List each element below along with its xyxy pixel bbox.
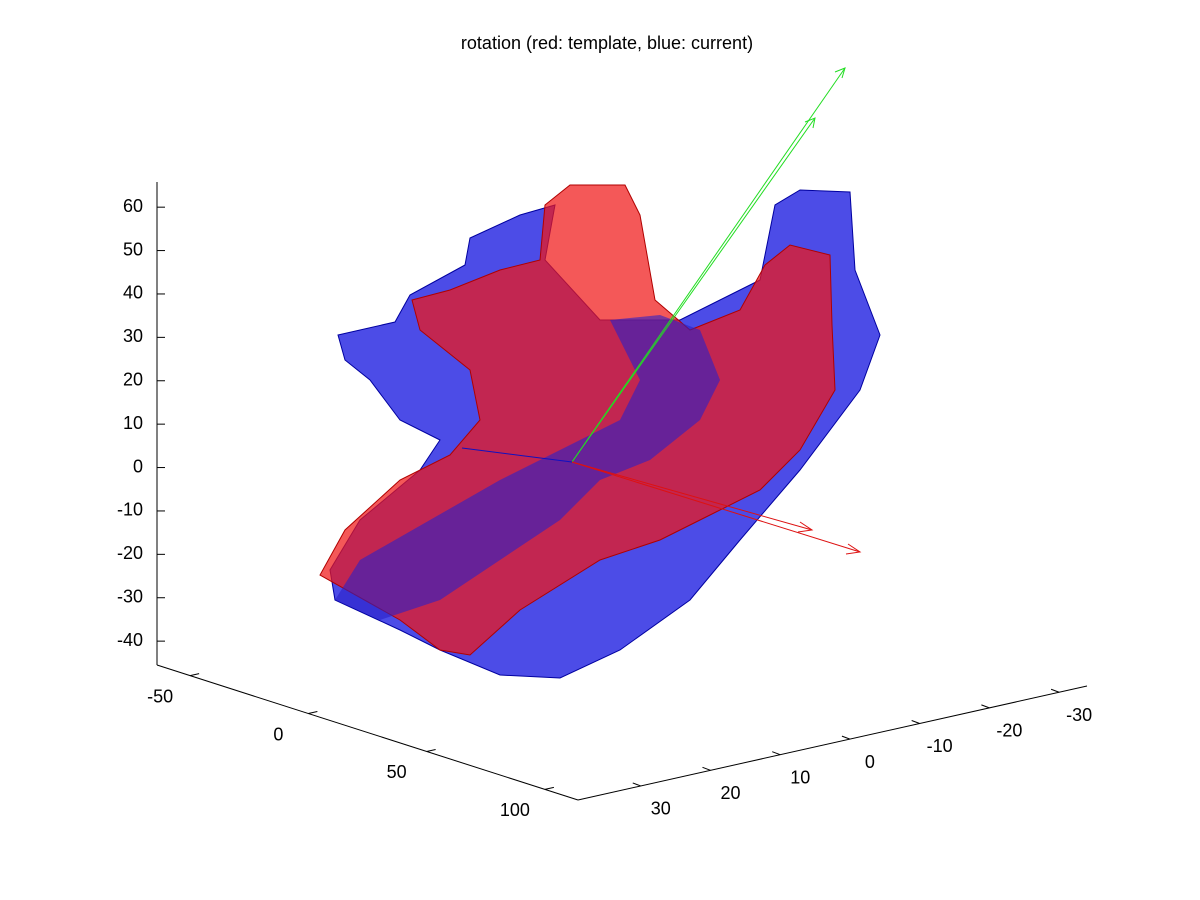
- z-tick-label: -40: [117, 630, 143, 650]
- x-tick: [190, 673, 200, 677]
- x-tick: [544, 786, 554, 790]
- x-tick-label: 50: [387, 762, 407, 782]
- y-tick-label: 20: [720, 783, 740, 803]
- y-tick-label: 10: [790, 767, 810, 787]
- current-overlay: [335, 315, 720, 620]
- z-tick-label: 30: [123, 326, 143, 346]
- y-axis: [577, 685, 1088, 801]
- z-tick-label: 40: [123, 283, 143, 303]
- chart-title: rotation (red: template, blue: current): [461, 33, 753, 53]
- x-tick-label: 100: [500, 800, 530, 820]
- y-tick: [1050, 688, 1060, 693]
- y-tick-label: -30: [1066, 705, 1092, 725]
- y-tick: [911, 720, 920, 724]
- z-tick-label: 10: [123, 413, 143, 433]
- y-tick-label: -20: [996, 721, 1022, 741]
- x-tick-label: 0: [273, 724, 283, 744]
- z-tick-label: -10: [117, 500, 143, 520]
- arrow-heads: [797, 521, 862, 555]
- surfaces: [319, 184, 881, 679]
- red-arrow: [571, 461, 861, 553]
- y-tick: [841, 735, 851, 740]
- y-tick-label: 0: [865, 752, 875, 772]
- z-tick-label: 60: [123, 196, 143, 216]
- z-tick-label: -30: [117, 586, 143, 606]
- red-arrow: [571, 461, 813, 531]
- green-arrow: [571, 67, 846, 463]
- y-tick: [981, 704, 990, 709]
- y-tick-label: 30: [651, 799, 671, 819]
- x-tick: [426, 748, 436, 752]
- y-tick: [772, 751, 781, 756]
- z-tick-label: 20: [123, 370, 143, 390]
- arrow-heads: [804, 67, 846, 129]
- x-axis: [156, 664, 579, 801]
- x-tick-label: -50: [147, 686, 173, 706]
- y-tick: [702, 766, 711, 771]
- z-tick-label: -20: [117, 543, 143, 563]
- y-tick: [632, 782, 641, 787]
- z-tick-label: 0: [133, 456, 143, 476]
- y-tick-label: -10: [927, 736, 953, 756]
- green-arrow: [571, 117, 816, 463]
- axes-arrows: [461, 67, 862, 555]
- blue-arrow: [461, 447, 573, 463]
- x-tick: [308, 711, 318, 715]
- z-tick-label: 50: [123, 239, 143, 259]
